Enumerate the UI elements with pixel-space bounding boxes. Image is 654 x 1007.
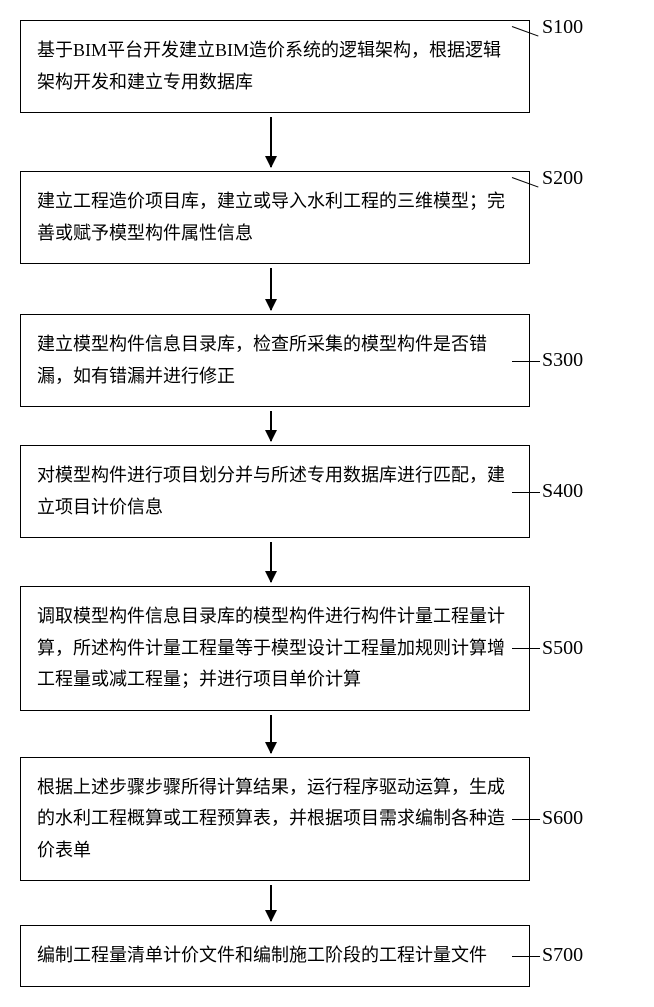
arrow-down	[270, 268, 272, 310]
step-row: 建立工程造价项目库，建立或导入水利工程的三维模型；完善或赋予模型构件属性信息S2…	[20, 171, 634, 264]
step-row: 根据上述步骤步骤所得计算结果，运行程序驱动运算，生成的水利工程概算或工程预算表，…	[20, 757, 634, 882]
arrow-down	[270, 542, 272, 582]
step-label: S100	[542, 16, 583, 39]
step-row: 调取模型构件信息目录库的模型构件进行构件计量工程量计算，所述构件计量工程量等于模…	[20, 586, 634, 711]
step-label: S600	[542, 807, 583, 830]
step-box: 建立模型构件信息目录库，检查所采集的模型构件是否错漏，如有错漏并进行修正	[20, 314, 530, 407]
label-connector	[512, 956, 540, 957]
label-connector	[512, 361, 540, 362]
step-row: 对模型构件进行项目划分并与所述专用数据库进行匹配，建立项目计价信息 S400	[20, 445, 634, 538]
step-label: S200	[542, 167, 583, 190]
step-row: 建立模型构件信息目录库，检查所采集的模型构件是否错漏，如有错漏并进行修正 S300	[20, 314, 634, 407]
flowchart-container: 基于BIM平台开发建立BIM造价系统的逻辑架构，根据逻辑架构开发和建立专用数据库…	[20, 20, 634, 987]
label-connector	[512, 492, 540, 493]
step-label: S700	[542, 944, 583, 967]
step-label: S300	[542, 349, 583, 372]
step-box: 对模型构件进行项目划分并与所述专用数据库进行匹配，建立项目计价信息	[20, 445, 530, 538]
label-connector	[512, 819, 540, 820]
step-box: 调取模型构件信息目录库的模型构件进行构件计量工程量计算，所述构件计量工程量等于模…	[20, 586, 530, 711]
arrow-down	[270, 411, 272, 441]
arrow-down	[270, 715, 272, 753]
label-connector	[512, 648, 540, 649]
step-box: 根据上述步骤步骤所得计算结果，运行程序驱动运算，生成的水利工程概算或工程预算表，…	[20, 757, 530, 882]
step-box: 建立工程造价项目库，建立或导入水利工程的三维模型；完善或赋予模型构件属性信息	[20, 171, 530, 264]
step-label: S400	[542, 480, 583, 503]
step-box: 基于BIM平台开发建立BIM造价系统的逻辑架构，根据逻辑架构开发和建立专用数据库	[20, 20, 530, 113]
step-label: S500	[542, 637, 583, 660]
step-row: 基于BIM平台开发建立BIM造价系统的逻辑架构，根据逻辑架构开发和建立专用数据库…	[20, 20, 634, 113]
step-box: 编制工程量清单计价文件和编制施工阶段的工程计量文件	[20, 925, 530, 987]
arrow-down	[270, 117, 272, 167]
arrow-down	[270, 885, 272, 921]
step-row: 编制工程量清单计价文件和编制施工阶段的工程计量文件 S700	[20, 925, 634, 987]
